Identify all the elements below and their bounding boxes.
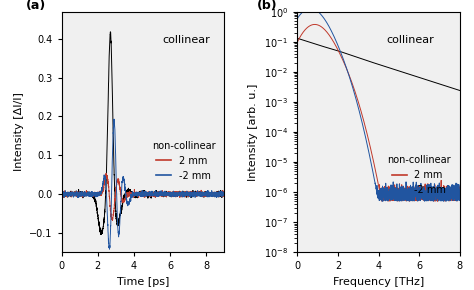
Legend: 2 mm, -2 mm: 2 mm, -2 mm bbox=[148, 137, 219, 184]
X-axis label: Time [ps]: Time [ps] bbox=[117, 277, 169, 287]
Text: (b): (b) bbox=[256, 0, 277, 12]
X-axis label: Frequency [THz]: Frequency [THz] bbox=[333, 277, 424, 287]
Text: collinear: collinear bbox=[387, 35, 434, 45]
Text: collinear: collinear bbox=[163, 35, 210, 45]
Text: (a): (a) bbox=[26, 0, 46, 12]
Legend: 2 mm, -2 mm: 2 mm, -2 mm bbox=[383, 152, 455, 199]
Y-axis label: Intensity [ΔI/I]: Intensity [ΔI/I] bbox=[14, 93, 24, 171]
Y-axis label: Intensity [arb. u.]: Intensity [arb. u.] bbox=[248, 83, 258, 181]
